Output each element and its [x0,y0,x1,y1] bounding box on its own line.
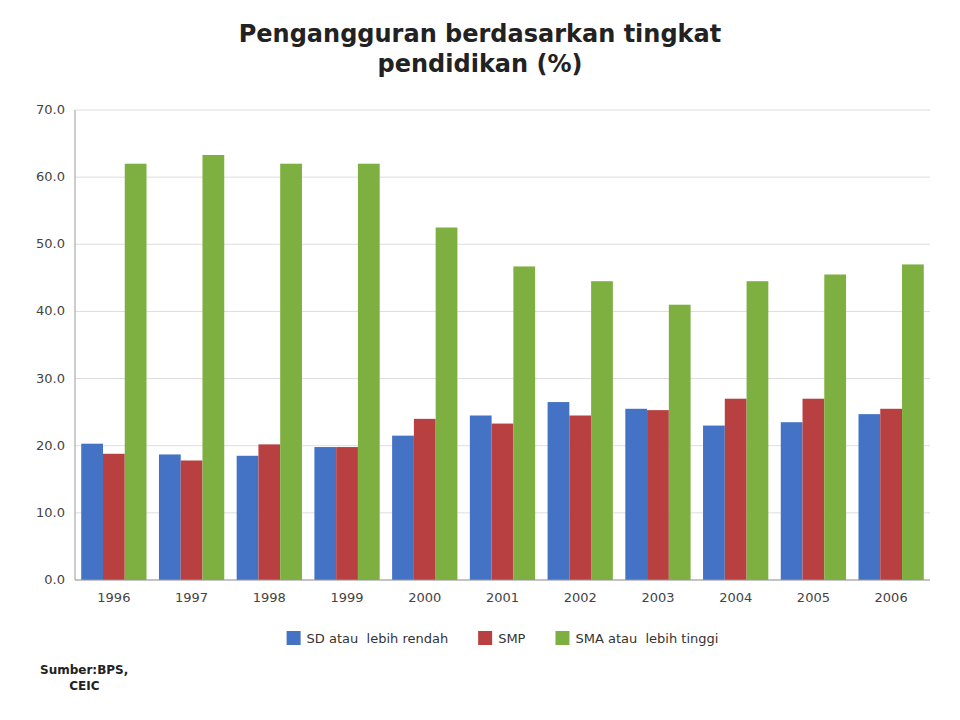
grid [75,110,930,580]
grid-line [75,110,930,111]
bar [414,419,436,580]
x-tick-label: 1999 [330,590,363,605]
legend-swatch [287,631,301,645]
bar [747,281,769,580]
legend-label: SD atau lebih rendah [307,631,449,646]
source-line: CEIC [40,679,100,693]
y-tick-label: 10.0 [36,505,65,520]
bar [159,454,181,580]
x-tick-label: 2006 [875,590,908,605]
bar [725,399,747,580]
x-tick-label: 1997 [175,590,208,605]
bar [548,402,570,580]
legend-item: SD atau lebih rendah [287,631,449,646]
bar [669,305,691,580]
bar [803,399,825,580]
bar [569,416,591,581]
bar [202,155,224,580]
legend-label: SMA atau lebih tinggi [575,631,718,646]
legend-item: SMA atau lebih tinggi [555,631,718,646]
x-tick-label: 2002 [564,590,597,605]
chart: Pengangguran berdasarkan tingkatpendidik… [0,0,960,720]
legend-item: SMP [478,631,525,646]
bar [392,436,414,580]
x-tick-label: 2001 [486,590,519,605]
bar [181,460,203,580]
bar [781,422,803,580]
legend-swatch [555,631,569,645]
title: Pengangguran berdasarkan tingkatpendidik… [239,20,722,78]
x-tick-label: 1998 [253,590,286,605]
bar [125,164,147,580]
bar [647,410,669,580]
x-tick-label: 1996 [97,590,130,605]
legend: SD atau lebih rendah SMP SMA atau lebih ti… [287,631,719,646]
bar [880,409,902,580]
title-line: Pengangguran berdasarkan tingkat [239,20,722,48]
y-axis-line [75,110,76,580]
y-tick-label: 70.0 [36,102,65,117]
y-tick-label: 20.0 [36,438,65,453]
y-tick-label: 60.0 [36,169,65,184]
bar [81,444,103,580]
y-tick-label: 50.0 [36,236,65,251]
bar [902,264,924,580]
x-tick-label: 2000 [408,590,441,605]
bar [103,454,125,580]
bar [436,228,458,581]
bar [314,447,336,580]
bar [492,424,514,580]
y-tick-label: 40.0 [36,303,65,318]
x-tick-label: 2005 [797,590,830,605]
source-line: Sumber:BPS, [40,663,128,677]
bar [625,409,647,580]
bar [513,266,535,580]
bar [591,281,613,580]
title-line: pendidikan (%) [378,50,583,78]
legend-swatch [478,631,492,645]
bar [358,164,380,580]
x-tick-label: 2003 [641,590,674,605]
source-text: Sumber:BPS, CEIC [40,663,128,693]
x-tick-label: 2004 [719,590,752,605]
grid-line [75,580,930,581]
legend-label: SMP [498,631,525,646]
bar [258,444,280,580]
y-tick-label: 30.0 [36,371,65,386]
bars [81,155,924,580]
y-tick-label: 0.0 [44,572,65,587]
x-axis-line [75,580,930,581]
bar [703,426,725,580]
bar [470,416,492,581]
bar [336,447,358,580]
bar [824,275,846,581]
bar [237,456,259,580]
bar [858,414,880,580]
bar [280,164,302,580]
